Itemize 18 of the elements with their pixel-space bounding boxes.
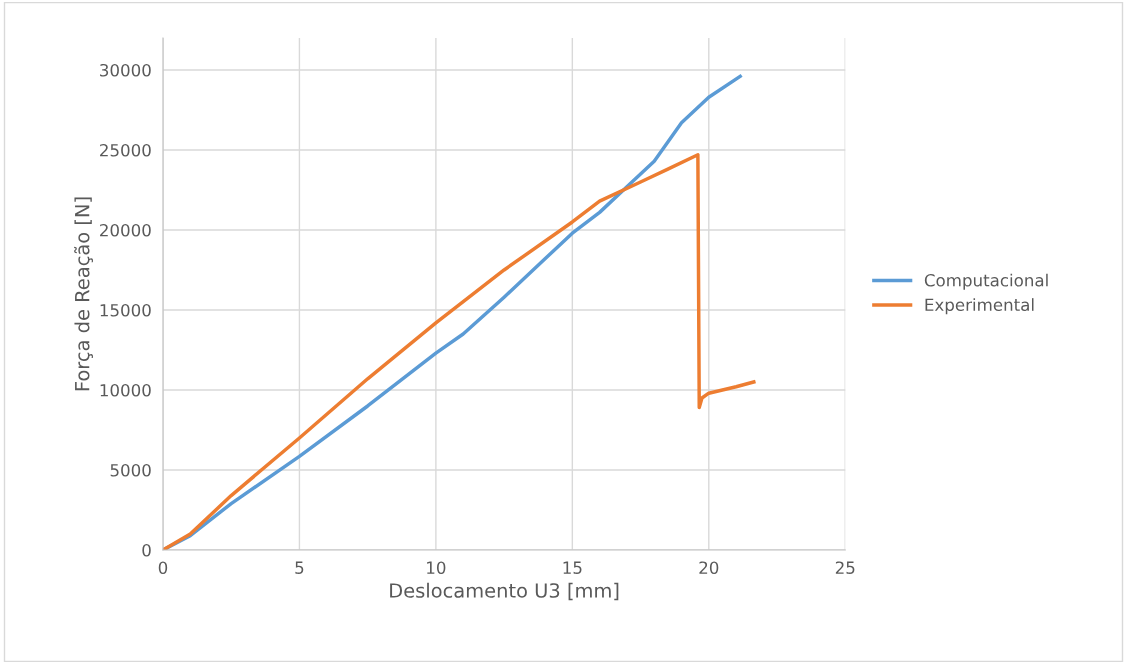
legend-label: Computacional xyxy=(924,273,1048,290)
y-tick-label: 10000 xyxy=(100,383,151,397)
y-tick-label: 15000 xyxy=(100,303,151,317)
y-axis-title: Força de Reação [N] xyxy=(74,197,93,391)
y-tick-label: 0 xyxy=(142,543,151,557)
line-series xyxy=(162,153,756,550)
x-tick-label: 0 xyxy=(158,561,168,574)
x-tick-label: 25 xyxy=(835,561,855,574)
x-tick-label: 15 xyxy=(563,561,582,574)
x-tick-label: 20 xyxy=(699,561,719,574)
y-tick-label: 30000 xyxy=(100,63,151,77)
y-tick-label: 20000 xyxy=(100,223,151,237)
x-tick-label: 10 xyxy=(427,561,446,574)
x-axis-title: Deslocamento U3 [mm] xyxy=(390,582,619,601)
y-tick-label: 5000 xyxy=(110,463,151,477)
y-tick-label: 25000 xyxy=(100,143,151,157)
legend-label: Experimental xyxy=(925,298,1034,315)
x-tick-label: 5 xyxy=(295,561,304,574)
